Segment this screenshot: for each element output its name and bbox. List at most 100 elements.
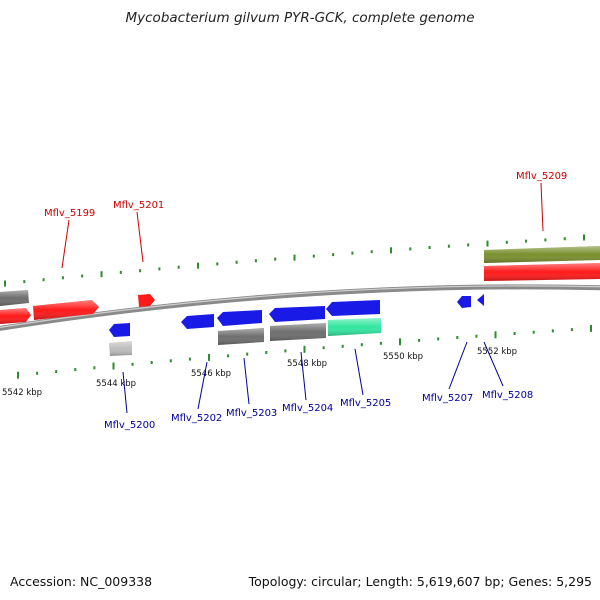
minor-tick bbox=[525, 239, 528, 243]
major-tick bbox=[293, 254, 296, 261]
gene-label[interactable]: Mflv_5209 bbox=[516, 171, 567, 182]
scale-labels: 5542 kbp 5544 kbp 5546 kbp 5548 kbp 5550… bbox=[2, 347, 517, 398]
minor-tick bbox=[177, 265, 180, 269]
minor-tick bbox=[93, 366, 96, 370]
minor-tick bbox=[188, 357, 191, 361]
major-tick bbox=[583, 234, 585, 241]
minor-tick bbox=[81, 274, 84, 278]
gene-mflv-5204-blue[interactable] bbox=[269, 306, 325, 322]
gene-label[interactable]: Mflv_5207 bbox=[422, 393, 473, 404]
minor-tick bbox=[475, 334, 478, 338]
gene-mflv-5208[interactable] bbox=[477, 294, 484, 306]
gene-label[interactable]: Mflv_5199 bbox=[44, 208, 95, 219]
scale-label: 5548 kbp bbox=[287, 359, 327, 369]
minor-tick bbox=[61, 276, 64, 280]
major-tick bbox=[303, 345, 306, 353]
minor-tick bbox=[551, 329, 554, 333]
minor-tick bbox=[447, 244, 450, 248]
reverse-leader-lines bbox=[122, 341, 504, 414]
minor-tick bbox=[227, 354, 230, 358]
forward-leader-lines bbox=[61, 182, 544, 269]
gene-mflv-5203-blue[interactable] bbox=[217, 310, 262, 326]
genome-title: Mycobacterium gilvum PYR-GCK, complete g… bbox=[125, 10, 475, 26]
genome-summary-text: Topology: circular; Length: 5,619,607 bp… bbox=[248, 574, 592, 589]
minor-tick bbox=[544, 238, 547, 242]
scale-ticks bbox=[4, 234, 592, 379]
minor-tick bbox=[139, 269, 142, 273]
major-tick bbox=[590, 324, 592, 332]
minor-tick bbox=[341, 344, 344, 348]
minor-tick bbox=[23, 280, 26, 284]
minor-tick bbox=[119, 270, 122, 274]
gene-label[interactable]: Mflv_5203 bbox=[226, 408, 277, 419]
minor-tick bbox=[169, 359, 172, 363]
accession-text: Accession: NC_009338 bbox=[10, 574, 153, 589]
minor-tick bbox=[131, 362, 134, 366]
genome-backbone-highlight bbox=[0, 285, 600, 329]
minor-tick bbox=[42, 278, 45, 282]
minor-tick bbox=[36, 371, 39, 375]
forward-gene-shading bbox=[0, 246, 600, 324]
minor-tick bbox=[570, 328, 573, 332]
major-tick bbox=[208, 353, 210, 361]
reverse-strand-genes bbox=[109, 294, 484, 356]
minor-tick bbox=[246, 352, 249, 356]
major-tick bbox=[112, 362, 115, 370]
minor-tick bbox=[254, 259, 257, 263]
major-tick bbox=[197, 262, 199, 269]
minor-tick bbox=[284, 349, 287, 353]
gene-label[interactable]: Mflv_5205 bbox=[340, 398, 391, 409]
minor-tick bbox=[216, 262, 219, 266]
minor-tick bbox=[74, 368, 77, 372]
gene-labels: Mflv_5199 Mflv_5201 Mflv_5209 Mflv_5200 … bbox=[44, 171, 567, 431]
gene-mflv-5200-blue[interactable] bbox=[109, 323, 130, 337]
major-tick bbox=[399, 338, 401, 346]
genome-backbone bbox=[0, 284, 600, 331]
gene-mflv-5207[interactable] bbox=[457, 296, 471, 308]
minor-tick bbox=[265, 351, 268, 354]
minor-tick bbox=[437, 337, 440, 341]
reverse-gene-shading bbox=[109, 318, 381, 356]
minor-tick bbox=[55, 370, 58, 373]
gene-label[interactable]: Mflv_5208 bbox=[482, 390, 533, 401]
gene-label[interactable]: Mflv_5204 bbox=[282, 403, 333, 414]
minor-tick bbox=[409, 247, 412, 251]
minor-tick bbox=[332, 253, 335, 257]
minor-tick bbox=[150, 361, 153, 364]
minor-tick bbox=[322, 346, 325, 350]
minor-tick bbox=[312, 254, 315, 258]
minor-tick bbox=[532, 330, 535, 334]
scale-label: 5552 kbp bbox=[477, 347, 517, 357]
minor-tick bbox=[351, 251, 354, 255]
gene-label[interactable]: Mflv_5202 bbox=[171, 413, 222, 424]
gene-mflv-5202[interactable] bbox=[181, 314, 214, 329]
gene-label[interactable]: Mflv_5200 bbox=[104, 420, 155, 431]
major-tick bbox=[494, 331, 497, 339]
scale-label: 5542 kbp bbox=[2, 388, 42, 398]
major-tick bbox=[17, 371, 19, 379]
minor-tick bbox=[370, 250, 373, 254]
minor-tick bbox=[428, 246, 431, 249]
minor-tick bbox=[513, 332, 516, 335]
gene-label[interactable]: Mflv_5201 bbox=[113, 200, 164, 211]
major-tick bbox=[486, 240, 489, 247]
major-tick bbox=[390, 247, 392, 254]
scale-label: 5550 kbp bbox=[383, 352, 423, 362]
gene-mflv-5201[interactable] bbox=[138, 294, 155, 307]
scale-label: 5544 kbp bbox=[96, 379, 136, 389]
minor-tick bbox=[563, 237, 566, 241]
minor-tick bbox=[235, 260, 238, 264]
minor-tick bbox=[456, 336, 459, 339]
minor-tick bbox=[505, 240, 508, 244]
forward-strand-genes bbox=[0, 246, 600, 324]
gene-mflv-5205-blue[interactable] bbox=[326, 300, 380, 316]
major-tick bbox=[4, 280, 6, 287]
major-tick bbox=[100, 271, 103, 278]
minor-tick bbox=[274, 257, 277, 261]
minor-tick bbox=[467, 243, 470, 247]
minor-tick bbox=[360, 343, 363, 347]
scale-label: 5546 kbp bbox=[191, 369, 231, 379]
minor-tick bbox=[379, 341, 382, 345]
minor-tick bbox=[418, 338, 421, 342]
